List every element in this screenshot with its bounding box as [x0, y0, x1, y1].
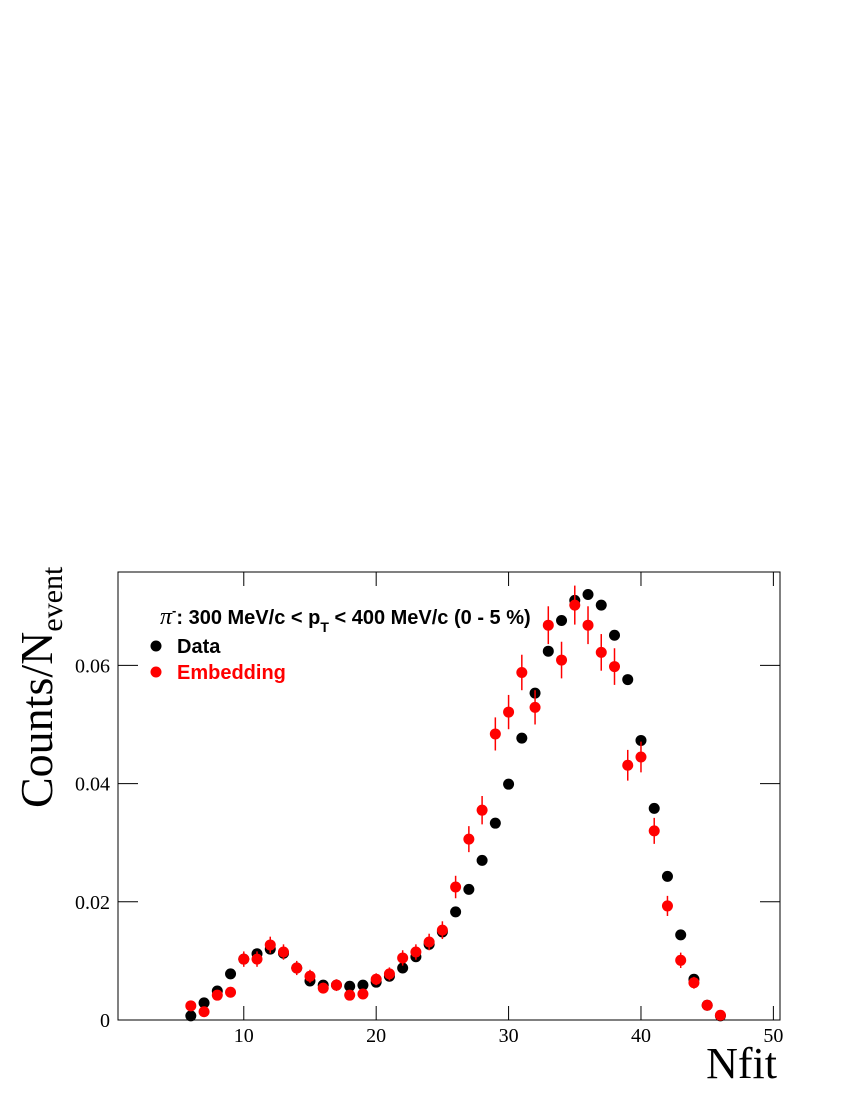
- data-point: [503, 706, 515, 718]
- data-point: [701, 999, 713, 1011]
- y-axis-label-sub: event: [36, 566, 69, 632]
- data-point: [556, 654, 568, 666]
- data-point: [357, 979, 369, 991]
- data-point: [648, 802, 660, 814]
- data-point: [304, 970, 316, 982]
- legend-marker: [150, 640, 162, 652]
- data-point: [635, 734, 647, 746]
- data-point: [595, 599, 607, 611]
- data-point: [291, 962, 303, 974]
- data-point: [582, 619, 594, 631]
- legend-marker: [150, 666, 162, 678]
- data-point: [450, 881, 462, 893]
- data-point: [436, 924, 448, 936]
- data-point: [582, 588, 594, 600]
- data-point: [622, 759, 634, 771]
- data-point: [542, 619, 554, 631]
- legend-label: Data: [177, 636, 221, 658]
- data-point: [489, 728, 501, 740]
- y-tick-label: 0.04: [75, 774, 110, 796]
- data-point: [476, 854, 488, 866]
- annotation: π-: 300 MeV/c < pT < 400 MeV/c (0 - 5 %): [160, 603, 531, 635]
- data-point: [609, 661, 620, 673]
- annotation-part: T: [320, 619, 329, 635]
- data-point: [661, 900, 673, 912]
- plot-frame: [117, 571, 781, 1021]
- data-point: [648, 825, 660, 837]
- data-point: [370, 973, 382, 985]
- data-point: [556, 614, 568, 626]
- y-axis-label-main: Counts/N: [11, 632, 62, 808]
- data-point: [211, 989, 223, 1001]
- data-point: [489, 817, 501, 829]
- annotation-part: : 300 MeV/c < p: [176, 607, 320, 629]
- data-point: [635, 751, 647, 763]
- data-point: [251, 953, 263, 965]
- data-point: [357, 988, 369, 1000]
- data-point: [317, 982, 329, 994]
- y-axis-label: Counts/Nevent: [11, 566, 69, 808]
- y-tick-label: 0: [100, 1010, 110, 1032]
- data-point: [450, 906, 462, 918]
- x-tick-label: 20: [366, 1025, 386, 1047]
- data-point: [423, 936, 435, 948]
- x-tick-label: 50: [763, 1025, 783, 1047]
- data-point: [397, 962, 409, 974]
- annotation-part: < 400 MeV/c (0 - 5 %): [329, 607, 531, 629]
- data-point: [609, 629, 620, 641]
- data-point: [661, 870, 673, 882]
- data-point: [595, 646, 607, 658]
- data-point: [344, 989, 356, 1001]
- x-axis-label: Nfit: [706, 1039, 777, 1088]
- y-tick-label: 0.06: [75, 655, 110, 677]
- data-point: [529, 701, 541, 713]
- data-point: [198, 997, 210, 1009]
- x-tick-label: 30: [499, 1025, 519, 1047]
- y-tick-label: 0.02: [75, 892, 110, 914]
- data-point: [688, 977, 700, 989]
- data-point: [198, 1006, 210, 1018]
- data-point: [410, 946, 422, 958]
- data-point: [542, 645, 554, 657]
- data-point: [714, 1009, 726, 1021]
- legend-label: Embedding: [177, 662, 286, 684]
- data-point: [225, 986, 237, 998]
- data-point: [278, 946, 289, 958]
- data-point: [397, 952, 409, 964]
- data-point: [516, 732, 528, 744]
- annotation-part: π: [160, 604, 173, 630]
- data-point: [503, 778, 515, 790]
- data-point: [225, 968, 237, 980]
- data-point: [383, 968, 395, 980]
- data-point: [238, 953, 250, 965]
- data-point: [569, 599, 581, 611]
- annotation-part: -: [172, 603, 176, 618]
- data-point: [185, 1000, 197, 1012]
- data-point: [344, 980, 356, 992]
- data-point: [675, 929, 687, 941]
- data-point: [516, 666, 528, 678]
- data-point: [476, 804, 488, 816]
- data-point: [675, 954, 687, 966]
- data-point: [463, 833, 475, 845]
- data-point: [463, 883, 475, 895]
- data-point: [622, 674, 634, 686]
- data-point: [264, 939, 276, 951]
- x-tick-label: 40: [631, 1025, 651, 1047]
- data-point: [185, 1010, 197, 1022]
- data-point: [330, 979, 342, 991]
- x-tick-label: 10: [234, 1025, 254, 1047]
